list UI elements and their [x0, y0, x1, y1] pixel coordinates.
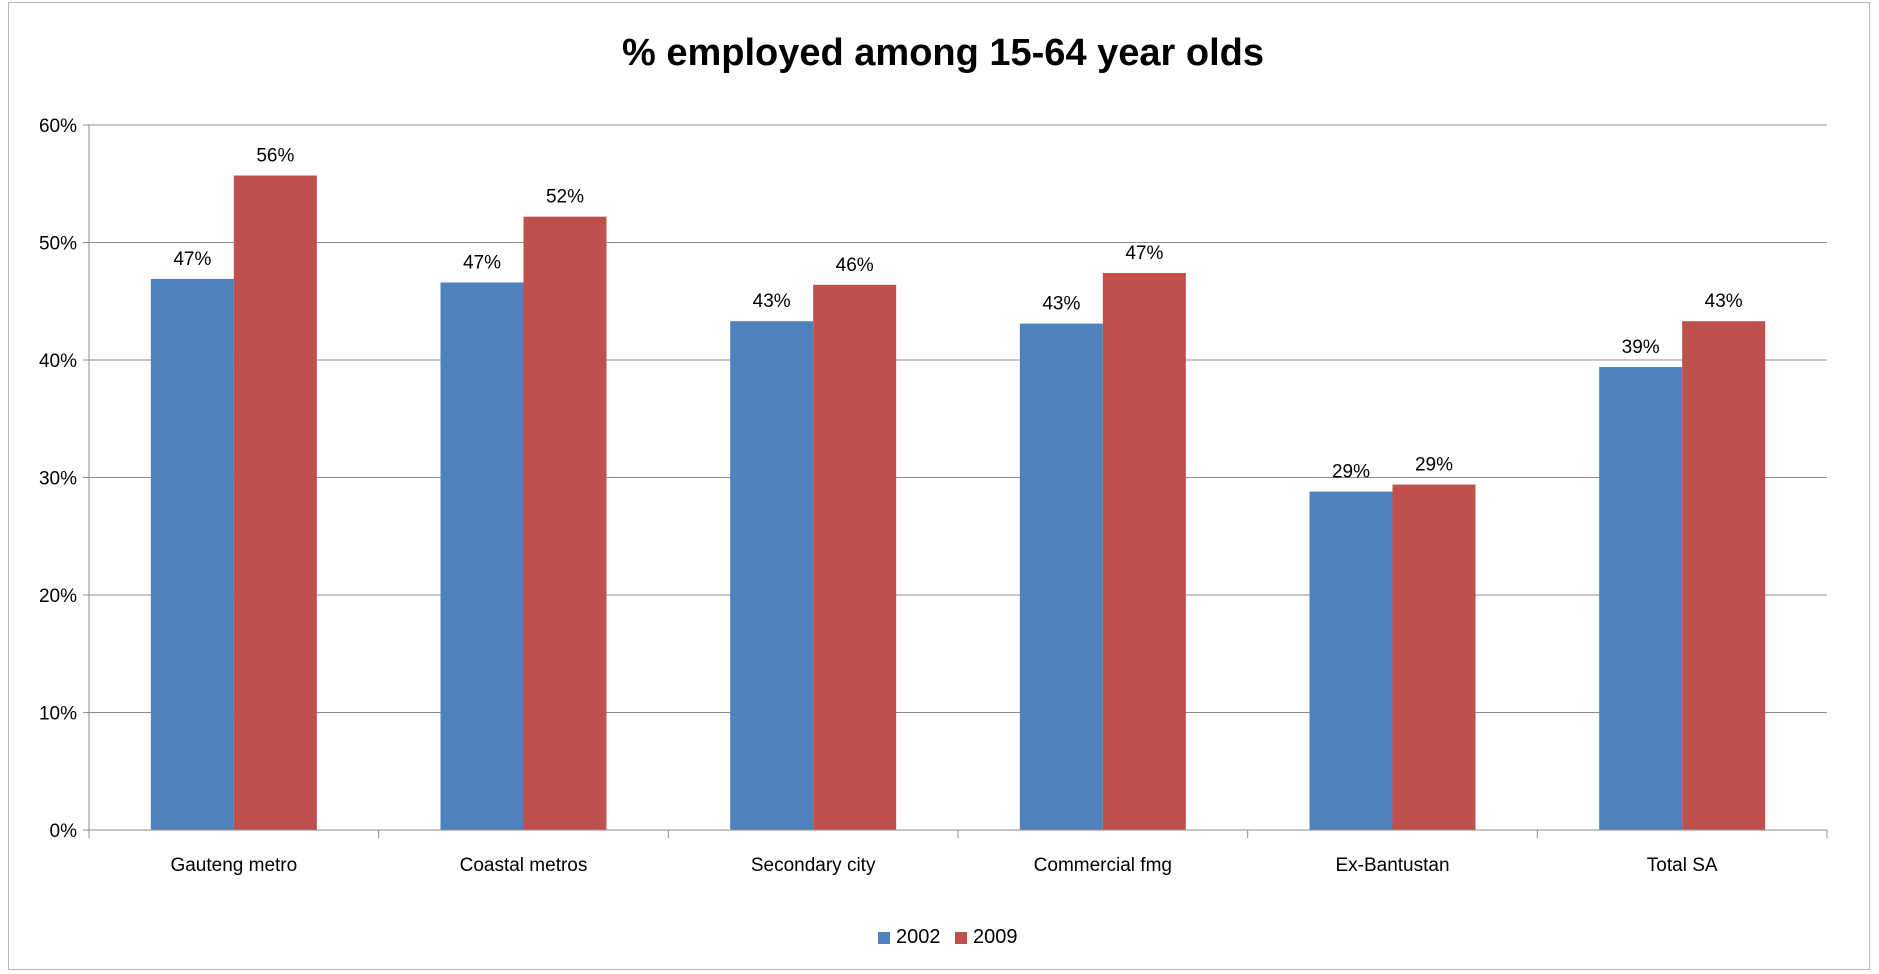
- bar-2009: [233, 175, 317, 830]
- data-label: 52%: [546, 187, 584, 208]
- chart-frame: % employed among 15-64 year olds 0% 10% 20…: [8, 2, 1870, 970]
- data-label: 29%: [1332, 462, 1370, 483]
- bar-2009: [523, 216, 607, 830]
- data-label: 43%: [1042, 294, 1080, 315]
- y-tick-label: 60%: [39, 116, 77, 137]
- y-tick-label: 0%: [50, 821, 78, 842]
- bar-2002: [1019, 323, 1103, 830]
- legend: 2002 2009: [878, 926, 1018, 948]
- x-category-label: Gauteng metro: [170, 855, 297, 876]
- x-category-label: Total SA: [1647, 855, 1718, 876]
- data-label: 47%: [1125, 243, 1163, 264]
- bar-2002: [1599, 367, 1683, 830]
- data-label: 56%: [256, 146, 294, 167]
- bar-2002: [730, 321, 814, 830]
- y-tick-label: 10%: [39, 704, 77, 725]
- legend-label-2002: 2002: [896, 926, 941, 948]
- y-tick-label: 20%: [39, 586, 77, 607]
- x-category-label: Ex-Bantustan: [1335, 855, 1449, 876]
- bar-2009: [1682, 321, 1766, 830]
- legend-swatch-2009: [955, 932, 967, 944]
- chart-svg: % employed among 15-64 year olds 0% 10% 20…: [39, 32, 1828, 948]
- x-category-label: Commercial fmg: [1034, 855, 1172, 876]
- y-tick-label: 30%: [39, 469, 77, 490]
- bars: [150, 175, 1766, 830]
- bar-2009: [1102, 273, 1186, 830]
- data-label: 46%: [836, 255, 874, 276]
- data-label: 47%: [173, 249, 211, 270]
- x-category-label: Coastal metros: [460, 855, 588, 876]
- legend-swatch-2002: [878, 932, 890, 944]
- data-label: 39%: [1622, 337, 1660, 358]
- x-category-label: Secondary city: [751, 855, 876, 876]
- chart-title: % employed among 15-64 year olds: [622, 32, 1264, 74]
- bar-2009: [1392, 484, 1476, 830]
- bar-2002: [440, 282, 524, 830]
- data-labels: 47% 56% 47% 52% 43% 46% 43% 47% 29% 29% 39% 43%: [173, 146, 1742, 483]
- bar-2009: [813, 284, 897, 830]
- data-label: 47%: [463, 252, 501, 273]
- data-label: 29%: [1415, 455, 1453, 476]
- y-tick-label: 40%: [39, 351, 77, 372]
- data-label: 43%: [753, 291, 791, 312]
- data-label: 43%: [1705, 291, 1743, 312]
- axes: 0% 10% 20% 30% 40% 50% 60% Gauteng metro Coastal…: [39, 116, 1828, 876]
- y-tick-label: 50%: [39, 234, 77, 255]
- legend-label-2009: 2009: [973, 926, 1018, 948]
- bar-2002: [1309, 491, 1393, 830]
- gridlines: [89, 124, 1827, 713]
- bar-2002: [150, 278, 234, 830]
